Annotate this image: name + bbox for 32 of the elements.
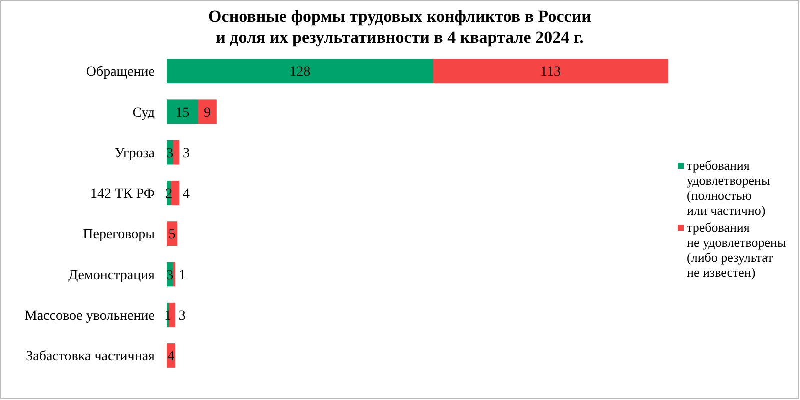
data-label: 15: [176, 106, 190, 121]
y-tick-label: Суд: [132, 106, 155, 121]
y-tick-label: Забастовка частичная: [26, 350, 156, 365]
data-label: 113: [540, 65, 561, 80]
data-label: 3: [166, 146, 174, 162]
bar: [167, 59, 434, 84]
y-tick-label: 142 ТК РФ: [90, 187, 155, 202]
bar: [198, 100, 217, 124]
data-label: 3: [182, 146, 190, 162]
bar: [167, 222, 178, 246]
data-label: 3: [178, 309, 186, 324]
data-label: 9: [204, 106, 212, 121]
data-label: 5: [168, 228, 176, 243]
y-tick-label: Угроза: [114, 146, 156, 162]
data-label: 1: [178, 268, 186, 284]
chart-title: Основные формы трудовых конфликтов в России и доля их результативности в 4 квартале 2024 г.: [208, 7, 592, 47]
bar: [169, 302, 176, 328]
data-label: 128: [290, 65, 311, 80]
bar: [171, 180, 180, 206]
bar: [173, 140, 180, 165]
bar: [433, 59, 668, 84]
data-label: 4: [182, 187, 190, 202]
data-label: 3: [166, 268, 174, 284]
y-tick-label: Демонстрация: [68, 268, 156, 284]
y-tick-label: Обращение: [86, 65, 155, 80]
y-tick-label: Переговоры: [83, 228, 156, 243]
y-tick-label: Массовое увольнение: [24, 309, 155, 324]
data-label: 4: [168, 350, 175, 365]
legend-label: требования удовлетворены (полностью или частично): [687, 158, 770, 218]
data-label: 1: [164, 309, 172, 324]
bar: [167, 100, 198, 124]
legend-label: требования не удовлетворены (либо результат не известен): [687, 220, 786, 280]
